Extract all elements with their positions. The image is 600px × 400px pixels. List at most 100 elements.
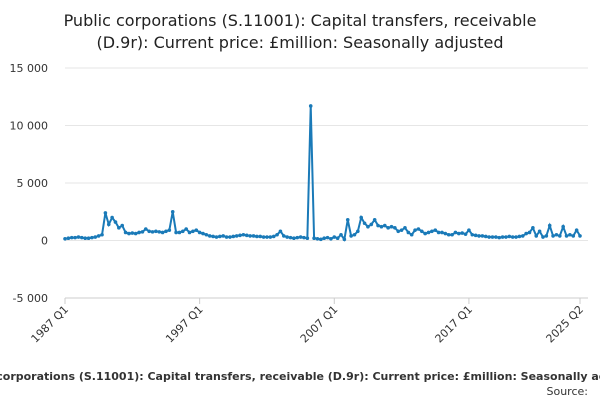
x-tick-label: 2007 Q1 <box>298 303 341 346</box>
data-point <box>241 232 246 237</box>
data-point <box>258 234 263 239</box>
data-point <box>413 228 417 232</box>
data-point <box>281 234 286 238</box>
data-point <box>285 235 289 239</box>
data-point <box>494 235 498 239</box>
data-point <box>520 234 525 238</box>
data-point <box>261 235 266 239</box>
data-point <box>113 220 118 224</box>
data-point <box>278 229 283 234</box>
data-point <box>214 235 219 239</box>
data-point <box>426 230 431 235</box>
data-point <box>396 229 401 234</box>
y-tick-label: 0 <box>41 235 48 248</box>
data-point <box>100 232 104 237</box>
data-point <box>547 223 552 228</box>
data-point <box>191 229 195 234</box>
data-point <box>177 230 182 235</box>
data-point <box>564 234 569 238</box>
data-point <box>376 223 380 228</box>
data-point <box>440 230 444 235</box>
data-point <box>238 233 242 238</box>
data-point <box>571 234 576 238</box>
data-point <box>76 235 81 239</box>
data-point <box>517 234 522 239</box>
data-point <box>362 221 367 226</box>
data-point <box>207 234 212 238</box>
data-point <box>345 218 350 222</box>
data-point <box>63 236 67 241</box>
data-point <box>463 232 468 236</box>
data-point <box>288 235 293 240</box>
data-point <box>403 226 407 230</box>
data-point <box>446 232 451 237</box>
x-tick-label: 1997 Q1 <box>163 303 206 346</box>
data-point <box>322 236 326 240</box>
data-point <box>335 236 340 240</box>
data-point <box>83 236 87 240</box>
data-point <box>514 235 518 239</box>
data-point <box>393 226 397 230</box>
data-point <box>480 234 485 238</box>
data-point <box>140 230 145 234</box>
data-point <box>187 230 192 235</box>
data-point <box>221 234 226 238</box>
data-point <box>86 236 91 240</box>
data-point <box>419 229 424 234</box>
data-point <box>443 231 448 236</box>
data-point <box>453 230 458 235</box>
data-point <box>231 234 236 239</box>
data-point <box>356 229 360 234</box>
data-point <box>268 235 273 239</box>
data-point <box>315 236 320 241</box>
data-point <box>382 223 387 228</box>
data-point <box>181 229 185 234</box>
data-point <box>93 235 98 239</box>
data-point <box>389 224 394 229</box>
data-point <box>416 227 421 231</box>
data-point <box>133 231 138 236</box>
data-point <box>66 236 71 240</box>
data-point <box>500 235 505 239</box>
data-point <box>255 234 259 239</box>
source: Source: <box>547 385 589 398</box>
data-point <box>194 228 199 232</box>
data-point <box>184 227 188 231</box>
data-point <box>457 231 461 236</box>
data-point <box>372 218 377 222</box>
data-point <box>170 209 175 214</box>
data-point <box>319 237 323 242</box>
data-point <box>80 235 84 240</box>
data-point <box>366 224 370 229</box>
data-point <box>578 234 582 238</box>
data-point <box>211 234 215 239</box>
data-point <box>90 235 94 240</box>
x-axis-label: Public corporations (S.11001): Capital t… <box>0 370 600 383</box>
data-point <box>96 234 101 238</box>
y-tick-label: -5 000 <box>13 292 48 305</box>
data-point <box>302 235 306 240</box>
data-point <box>204 232 209 237</box>
data-point <box>69 235 74 240</box>
data-point <box>106 222 111 227</box>
data-point <box>359 215 364 220</box>
data-point <box>127 231 131 236</box>
data-point <box>137 230 141 235</box>
y-tick-label: 15 000 <box>10 62 49 75</box>
data-point <box>275 232 279 237</box>
data-point <box>271 234 276 239</box>
data-point <box>325 235 330 240</box>
data-point <box>450 232 454 237</box>
data-point <box>251 234 256 238</box>
data-point <box>561 224 565 229</box>
data-point <box>369 222 374 227</box>
data-point <box>224 235 229 239</box>
y-tick-label: 5 000 <box>17 177 49 190</box>
data-point <box>470 232 475 237</box>
data-point <box>544 234 549 238</box>
data-point <box>379 224 384 229</box>
data-point <box>228 235 232 239</box>
data-point <box>147 229 151 234</box>
